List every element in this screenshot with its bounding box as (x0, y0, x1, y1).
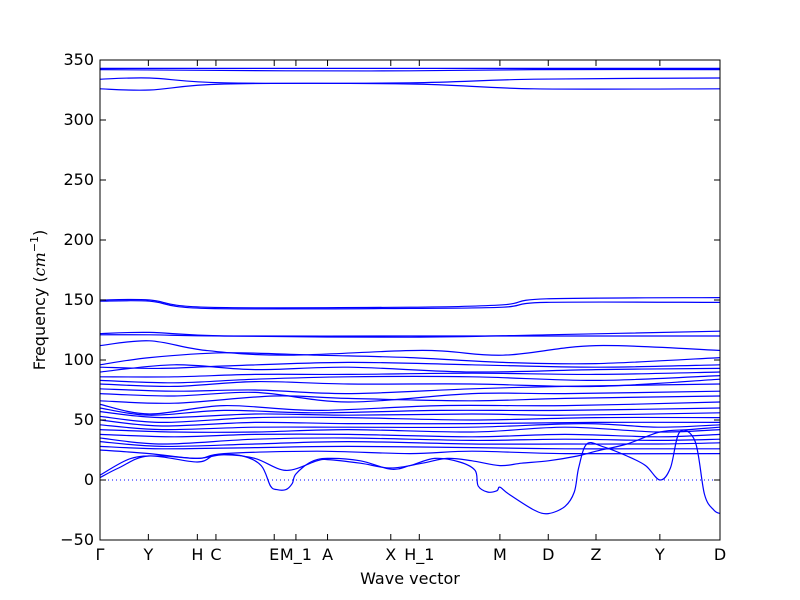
y-axis-label-unit: cm (30, 252, 49, 276)
band-line-6 (99, 300, 721, 310)
band-line-21 (99, 411, 721, 419)
band-line-25 (99, 426, 721, 433)
band-line-11 (99, 361, 721, 370)
band-line-13 (99, 371, 721, 378)
band-line-32 (99, 426, 721, 476)
band-series-group (99, 67, 721, 515)
band-line-18 (99, 395, 721, 404)
band-line-12 (99, 364, 721, 373)
band-line-20 (99, 407, 721, 416)
x-tick-label: C (210, 545, 221, 564)
y-tick-label: 0 (84, 470, 94, 489)
x-tick-label: Y (142, 545, 153, 564)
y-axis-label-exponent: −1 (28, 236, 41, 252)
band-line-19 (99, 401, 721, 415)
x-tick-label: A (322, 545, 333, 564)
x-tick-labels: Γ Y H C E M_1 A X H_1 M D Z Y D (96, 545, 727, 565)
y-axis-label-text: Frequency ( (30, 276, 49, 370)
band-line-26 (99, 433, 721, 438)
x-tick-label: Γ (96, 545, 105, 564)
band-line-4 (99, 82, 721, 91)
x-tick-label: M_1 (280, 545, 312, 565)
x-tick-label: D (542, 545, 554, 564)
y-axis-label-close: ) (30, 230, 49, 236)
y-tick-label: 300 (63, 110, 94, 129)
band-line-7 (99, 330, 721, 338)
x-tick-label: X (385, 545, 396, 564)
x-tick-label: E (269, 545, 279, 564)
band-line-9 (99, 340, 721, 356)
band-line-22 (99, 415, 721, 424)
y-tick-label: 250 (63, 170, 94, 189)
y-tick-label: 150 (63, 290, 94, 309)
y-tick-labels: −50 0 50 100 150 200 250 300 350 (60, 50, 94, 549)
x-tick-label: Z (591, 545, 602, 564)
axis-ticks-group (99, 59, 721, 541)
y-tick-label: −50 (60, 530, 94, 549)
y-tick-label: 350 (63, 50, 94, 69)
x-tick-label: Y (654, 545, 665, 564)
band-line-5 (99, 297, 721, 309)
x-tick-label: H_1 (404, 545, 434, 565)
band-line-28 (99, 440, 721, 448)
band-line-16 (99, 383, 721, 395)
x-tick-label: D (714, 545, 726, 564)
plot-frame (99, 59, 721, 541)
y-tick-label: 200 (63, 230, 94, 249)
band-line-23 (99, 419, 721, 427)
x-tick-label: H (191, 545, 203, 564)
band-line-17 (99, 390, 721, 403)
y-tick-label: 50 (74, 410, 94, 429)
y-axis-label: Frequency (cm−1) (28, 230, 49, 371)
band-line-31 (99, 429, 721, 515)
x-axis-label: Wave vector (360, 569, 460, 588)
y-tick-label: 100 (63, 350, 94, 369)
band-line-29 (99, 445, 720, 450)
band-line-8 (99, 334, 720, 337)
band-line-24 (99, 422, 721, 431)
band-line-2 (99, 68, 721, 72)
band-line-10 (99, 352, 721, 366)
band-line-14 (99, 375, 721, 384)
x-tick-label: M (493, 545, 507, 564)
band-line-27 (99, 437, 721, 445)
